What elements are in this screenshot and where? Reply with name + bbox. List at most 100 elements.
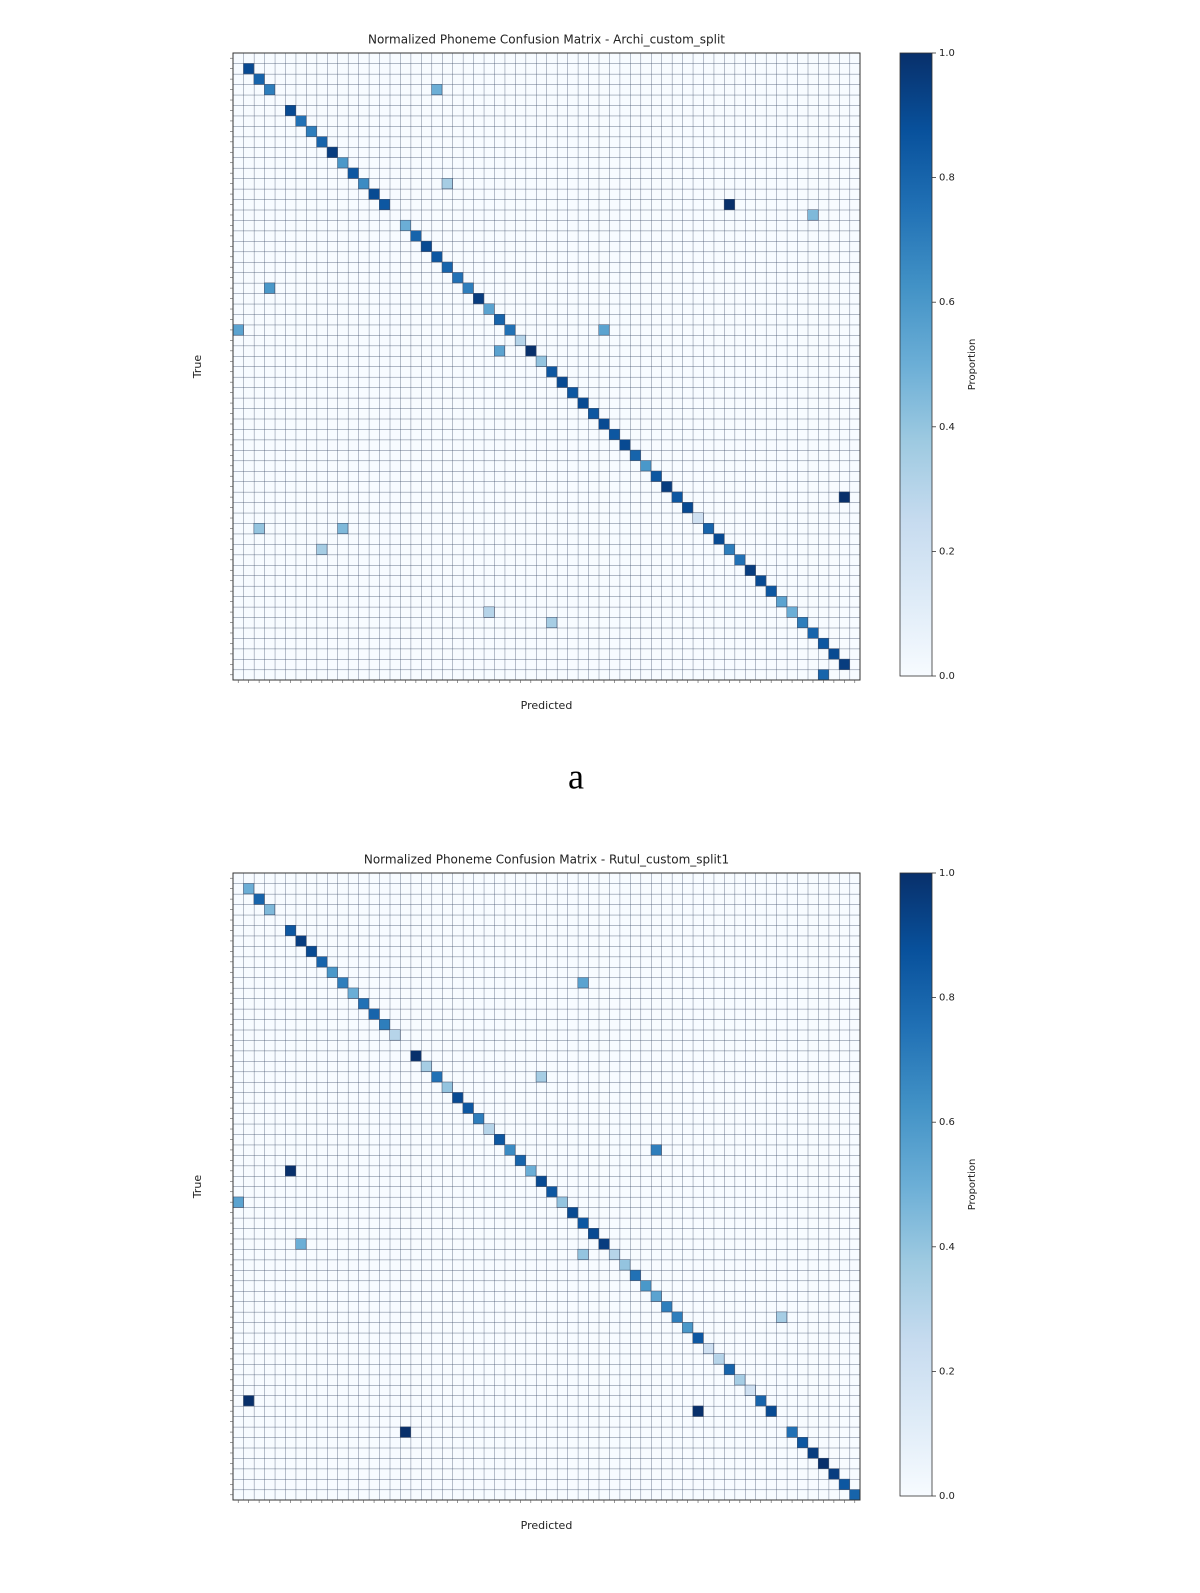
heat-cell xyxy=(734,1374,746,1386)
heat-cell xyxy=(525,345,537,357)
heat-cell xyxy=(650,470,662,482)
heat-cell xyxy=(797,617,808,628)
heat-cell xyxy=(535,1175,547,1187)
heat-cell xyxy=(452,272,464,284)
heat-cell xyxy=(399,219,411,231)
heat-cell xyxy=(462,1102,474,1114)
heat-cell xyxy=(671,1311,683,1323)
heat-cell xyxy=(703,523,714,534)
colorbar-tick-label: 1.0 xyxy=(939,48,955,59)
heat-cell xyxy=(807,209,819,221)
heat-cell xyxy=(264,84,276,96)
heat-cell xyxy=(379,199,390,211)
heat-cell xyxy=(337,523,349,534)
colorbar-label: Proportion xyxy=(967,1159,978,1211)
colorbar-tick-label: 0.8 xyxy=(939,993,955,1004)
x-axis-label: Predicted xyxy=(521,699,573,712)
heat-cell xyxy=(692,1405,704,1417)
heat-cell xyxy=(494,314,505,325)
heat-cell xyxy=(295,935,307,947)
heat-cell xyxy=(243,883,255,895)
heat-cell xyxy=(410,230,422,242)
heat-cell xyxy=(546,366,558,378)
heat-cell xyxy=(368,1008,380,1020)
heat-cell xyxy=(441,261,453,273)
heat-cell xyxy=(535,355,547,367)
heat-cell xyxy=(243,63,255,75)
heat-cell xyxy=(347,167,359,179)
heat-cell xyxy=(765,1405,777,1417)
colorbar-tick-label: 1.0 xyxy=(939,868,955,879)
heat-cell xyxy=(744,564,756,576)
heat-cell xyxy=(483,1123,495,1135)
heat-cell xyxy=(232,324,244,336)
heat-cell xyxy=(431,84,443,96)
heat-cell xyxy=(817,1457,829,1469)
heat-cell xyxy=(588,1228,599,1240)
y-axis-label: True xyxy=(191,355,204,380)
heat-cell xyxy=(494,345,505,357)
heat-cell xyxy=(420,240,432,252)
heat-cell xyxy=(337,157,349,169)
heat-cell xyxy=(650,1144,662,1156)
heat-cell xyxy=(797,1437,808,1449)
heat-cell xyxy=(285,105,296,116)
heat-cell xyxy=(723,199,735,211)
heat-cell xyxy=(556,376,568,388)
heat-cell xyxy=(577,977,589,989)
heat-cell xyxy=(431,1071,443,1083)
heat-cell xyxy=(232,1196,244,1208)
x-axis-label: Predicted xyxy=(521,1519,573,1532)
heat-cell xyxy=(567,1207,579,1219)
heat-cell xyxy=(786,606,798,618)
heat-cell xyxy=(838,1478,850,1490)
heat-cell xyxy=(671,491,683,503)
heat-cell xyxy=(535,1071,547,1083)
heat-cell xyxy=(786,1426,798,1438)
heat-cell xyxy=(807,1447,819,1459)
heat-cell xyxy=(347,987,359,999)
heat-cell xyxy=(776,596,788,608)
heat-cell xyxy=(598,1238,610,1250)
heat-cell xyxy=(420,1060,432,1072)
heat-cell xyxy=(755,1395,767,1407)
heat-cell xyxy=(765,585,777,597)
heat-cell xyxy=(504,1144,516,1156)
colorbar-tick-label: 0.4 xyxy=(939,422,955,433)
heat-cell xyxy=(473,1113,485,1125)
heat-cell xyxy=(441,178,453,190)
heat-cell xyxy=(807,627,819,639)
colorbar-label: Proportion xyxy=(967,339,978,391)
heat-cell xyxy=(828,648,840,660)
heat-cell xyxy=(682,1322,694,1334)
heat-cell xyxy=(295,115,307,127)
heat-cell xyxy=(619,439,631,451)
heat-cell xyxy=(483,303,495,315)
heat-cell xyxy=(514,1154,526,1166)
heat-cell xyxy=(326,966,338,978)
heat-cell xyxy=(629,1269,641,1281)
heat-cell xyxy=(640,1280,652,1292)
heat-cell xyxy=(713,533,725,545)
heat-cell xyxy=(817,637,829,649)
heat-cell xyxy=(473,293,485,305)
heat-cell xyxy=(608,428,620,440)
heat-cell xyxy=(703,1343,714,1354)
heat-cell xyxy=(713,1353,725,1365)
heat-cell xyxy=(661,1301,673,1313)
heat-cell xyxy=(692,512,704,524)
heat-cell xyxy=(253,523,265,534)
heat-cell xyxy=(525,1165,537,1177)
heat-cell xyxy=(316,956,328,968)
heat-cell xyxy=(619,1259,631,1271)
heat-cell xyxy=(629,449,641,461)
heat-cell xyxy=(295,1238,307,1250)
heat-cell xyxy=(723,543,735,555)
heat-cell xyxy=(640,460,652,472)
figure-caption: a xyxy=(568,756,584,796)
colorbar-tick-label: 0.2 xyxy=(939,546,955,557)
heat-cell xyxy=(399,1426,411,1438)
heat-cell xyxy=(368,188,380,200)
heat-cell xyxy=(838,491,850,503)
